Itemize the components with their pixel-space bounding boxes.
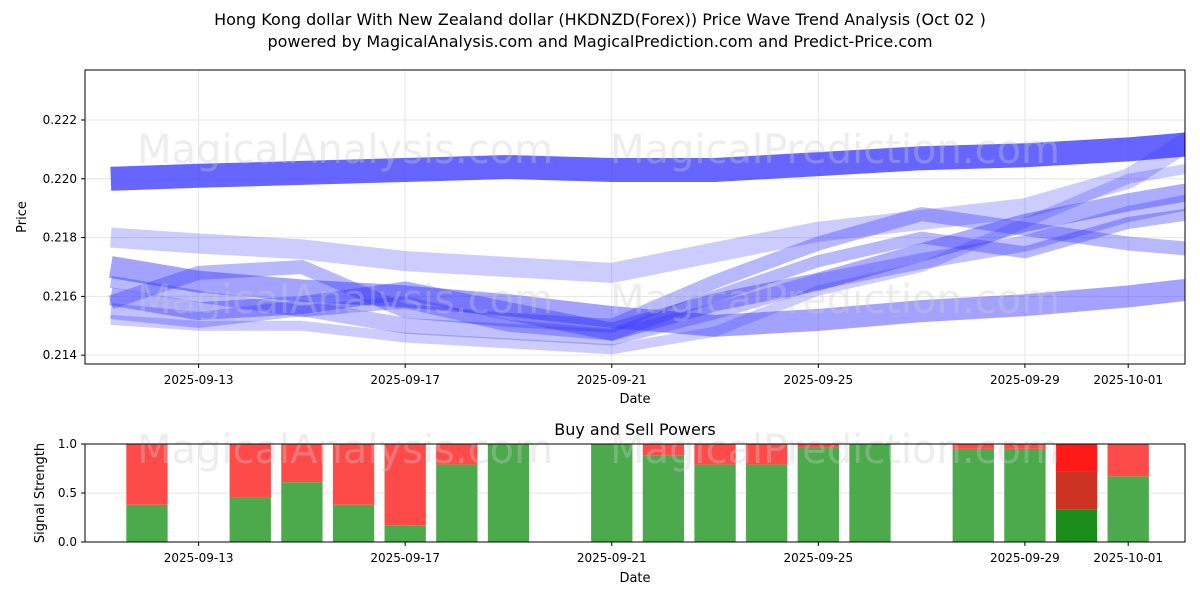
buy-sell-title: Buy and Sell Powers (554, 420, 716, 439)
signal-y-tick-label: 0.5 (58, 486, 77, 500)
sell-bar (332, 444, 375, 505)
price-x-tick-label: 2025-09-25 (783, 373, 853, 387)
sell-bar (384, 444, 426, 526)
price-y-tick-label: 0.218 (43, 231, 77, 245)
buy-bar (487, 444, 530, 542)
signal-y-tick-label: 1.0 (58, 437, 77, 451)
buy-bar (642, 455, 685, 542)
watermark-analysis-mid: MagicalAnalysis.com (137, 277, 553, 323)
price-y-tick-label: 0.214 (43, 348, 77, 362)
buy-bar (694, 464, 736, 542)
chart-title-line1: Hong Kong dollar With New Zealand dollar… (214, 10, 986, 29)
price-x-tick-label: 2025-09-13 (164, 373, 234, 387)
sell-bar (694, 444, 736, 465)
wave-series-6 (110, 194, 1185, 346)
signal-y-axis-label: Signal Strength (33, 443, 48, 543)
price-x-tick-label: 2025-09-21 (577, 373, 647, 387)
price-x-tick-label: 2025-10-01 (1093, 373, 1163, 387)
buy-bar (436, 464, 478, 542)
sell-bar (1004, 444, 1046, 449)
watermark-prediction-mid: MagicalPrediction.com (610, 277, 1060, 323)
wave-series-3 (109, 183, 1185, 341)
price-y-tick-label: 0.216 (43, 289, 77, 303)
buy-bar (797, 447, 839, 542)
sell-bar (797, 444, 839, 448)
signal-x-tick-label: 2025-09-17 (370, 551, 440, 565)
watermark-analysis-bottom: MagicalAnalysis.com (137, 427, 553, 473)
watermark-prediction-top: MagicalPrediction.com (610, 127, 1060, 173)
price-y-tick-label: 0.222 (43, 113, 77, 127)
buy-bar (1004, 448, 1046, 542)
sell-bar (952, 444, 994, 449)
price-y-ticks: 0.214 0.216 0.218 0.220 0.222 (43, 113, 85, 362)
buy-sell-panel: Buy and Sell Powers MagicalAnalysis.com … (33, 420, 1186, 586)
watermark-analysis-top: MagicalAnalysis.com (137, 127, 553, 173)
watermark-prediction-bottom: MagicalPrediction.com (610, 427, 1060, 473)
price-wave-panel: MagicalAnalysis.com MagicalPrediction.co… (15, 69, 1186, 407)
wave-series-1 (110, 132, 1185, 191)
sell-bar (229, 444, 271, 498)
price-x-tick-label: 2025-09-29 (990, 373, 1060, 387)
sell-bar-mixed (1055, 471, 1098, 510)
sell-bar (642, 444, 685, 456)
buy-bar (849, 444, 891, 542)
buy-bar (952, 448, 994, 542)
signal-x-ticks: 2025-09-13 2025-09-17 2025-09-21 2025-09-25… (164, 542, 1163, 565)
signal-x-tick-label: 2025-09-21 (577, 551, 647, 565)
signal-bars (126, 444, 1149, 542)
sell-bar (126, 444, 168, 505)
buy-bar (384, 525, 426, 542)
signal-y-ticks: 0.0 0.5 1.0 (58, 437, 85, 549)
sell-bar (1055, 444, 1098, 472)
signal-x-axis-label: Date (619, 571, 650, 586)
price-waves (108, 131, 1185, 355)
signal-y-tick-label: 0.0 (58, 535, 77, 549)
signal-x-tick-label: 2025-10-01 (1093, 551, 1163, 565)
chart-title-line2: powered by MagicalAnalysis.com and Magic… (267, 32, 932, 51)
buy-bar (1107, 476, 1149, 542)
buy-bar (229, 497, 271, 542)
sell-bar (436, 444, 478, 465)
wave-series-2 (108, 256, 1185, 337)
signal-x-tick-label: 2025-09-25 (783, 551, 853, 565)
signal-x-tick-label: 2025-09-13 (164, 551, 234, 565)
wave-series-4 (108, 207, 1185, 333)
price-y-axis-label: Price (15, 201, 30, 233)
buy-bar (591, 444, 633, 542)
buy-bar (332, 504, 375, 542)
sell-bar (281, 444, 323, 483)
sell-bar (1107, 444, 1149, 477)
wave-series-7 (110, 131, 1185, 283)
price-x-axis-label: Date (619, 392, 650, 407)
price-x-ticks: 2025-09-13 2025-09-17 2025-09-21 2025-09-25… (164, 364, 1163, 387)
sell-bar (746, 444, 788, 465)
buy-bar (1055, 509, 1098, 542)
price-x-tick-label: 2025-09-17 (370, 373, 440, 387)
buy-bar (746, 464, 788, 542)
buy-bar (281, 482, 323, 542)
signal-x-tick-label: 2025-09-29 (990, 551, 1060, 565)
price-y-tick-label: 0.220 (43, 172, 77, 186)
price-axes-frame (84, 69, 1186, 365)
wave-series-8 (110, 163, 1185, 355)
buy-bar (126, 504, 168, 542)
wave-series-5 (109, 208, 1185, 341)
